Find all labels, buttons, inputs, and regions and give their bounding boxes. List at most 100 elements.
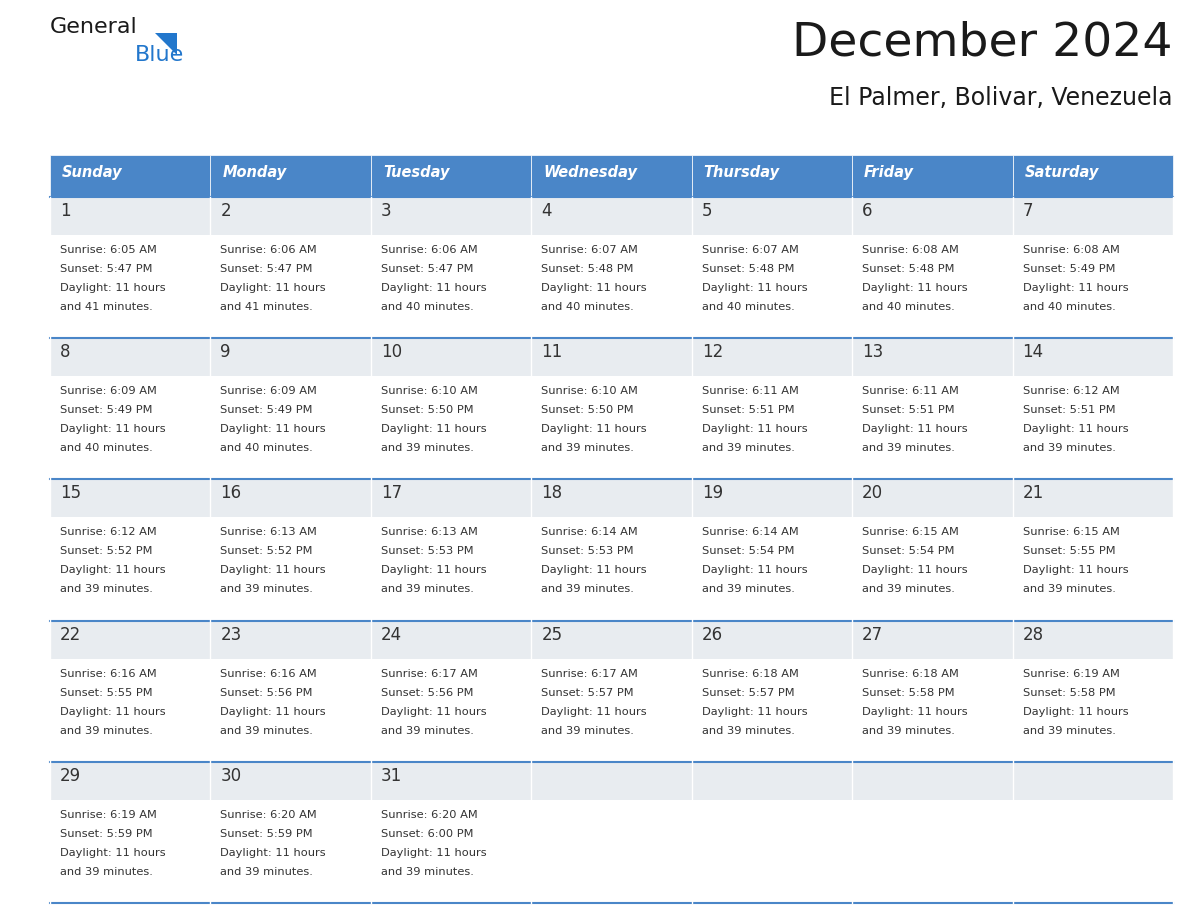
Text: Sunrise: 6:08 AM: Sunrise: 6:08 AM bbox=[1023, 245, 1119, 255]
Bar bbox=[1012, 800, 1173, 903]
Text: Sunset: 5:47 PM: Sunset: 5:47 PM bbox=[61, 264, 152, 274]
Bar bbox=[852, 762, 1012, 800]
Text: Sunset: 5:48 PM: Sunset: 5:48 PM bbox=[702, 264, 795, 274]
Text: Daylight: 11 hours: Daylight: 11 hours bbox=[1023, 424, 1129, 434]
Bar bbox=[1012, 518, 1173, 621]
Text: Wednesday: Wednesday bbox=[543, 164, 637, 180]
Bar bbox=[371, 479, 531, 518]
Bar bbox=[50, 518, 210, 621]
Text: and 40 minutes.: and 40 minutes. bbox=[862, 302, 955, 312]
Text: and 39 minutes.: and 39 minutes. bbox=[862, 585, 955, 594]
Bar bbox=[1012, 621, 1173, 658]
Bar bbox=[691, 155, 852, 197]
Bar bbox=[50, 197, 210, 235]
Bar bbox=[531, 621, 691, 658]
Text: Sunset: 5:49 PM: Sunset: 5:49 PM bbox=[221, 405, 312, 415]
Bar bbox=[691, 800, 852, 903]
Text: and 40 minutes.: and 40 minutes. bbox=[221, 443, 314, 453]
Text: Tuesday: Tuesday bbox=[383, 164, 449, 180]
Text: 5: 5 bbox=[702, 202, 713, 220]
Text: Sunset: 5:57 PM: Sunset: 5:57 PM bbox=[542, 688, 634, 698]
Text: Daylight: 11 hours: Daylight: 11 hours bbox=[862, 283, 968, 293]
Text: Sunset: 5:52 PM: Sunset: 5:52 PM bbox=[61, 546, 152, 556]
Bar bbox=[371, 621, 531, 658]
Bar bbox=[371, 155, 531, 197]
Bar bbox=[210, 197, 371, 235]
Text: and 40 minutes.: and 40 minutes. bbox=[542, 302, 634, 312]
Text: Sunset: 5:56 PM: Sunset: 5:56 PM bbox=[221, 688, 312, 698]
Text: Sunset: 5:51 PM: Sunset: 5:51 PM bbox=[702, 405, 795, 415]
Text: 15: 15 bbox=[61, 485, 81, 502]
Text: Daylight: 11 hours: Daylight: 11 hours bbox=[542, 424, 647, 434]
Text: and 39 minutes.: and 39 minutes. bbox=[221, 585, 314, 594]
Text: and 39 minutes.: and 39 minutes. bbox=[702, 585, 795, 594]
Bar bbox=[691, 197, 852, 235]
Text: Daylight: 11 hours: Daylight: 11 hours bbox=[221, 565, 326, 576]
Bar bbox=[50, 479, 210, 518]
Text: and 39 minutes.: and 39 minutes. bbox=[542, 585, 634, 594]
Text: Sunset: 5:50 PM: Sunset: 5:50 PM bbox=[381, 405, 474, 415]
Text: 10: 10 bbox=[381, 343, 402, 361]
Bar bbox=[852, 658, 1012, 762]
Bar bbox=[50, 621, 210, 658]
Text: 4: 4 bbox=[542, 202, 551, 220]
Text: Sunrise: 6:14 AM: Sunrise: 6:14 AM bbox=[542, 528, 638, 537]
Text: and 39 minutes.: and 39 minutes. bbox=[702, 725, 795, 735]
Bar bbox=[210, 338, 371, 376]
Text: 2: 2 bbox=[221, 202, 230, 220]
Bar bbox=[371, 800, 531, 903]
Text: Daylight: 11 hours: Daylight: 11 hours bbox=[381, 707, 486, 717]
Text: Sunrise: 6:10 AM: Sunrise: 6:10 AM bbox=[542, 386, 638, 397]
Text: Daylight: 11 hours: Daylight: 11 hours bbox=[221, 848, 326, 857]
Text: 21: 21 bbox=[1023, 485, 1044, 502]
Text: December 2024: December 2024 bbox=[792, 20, 1173, 65]
Bar bbox=[691, 762, 852, 800]
Text: and 40 minutes.: and 40 minutes. bbox=[702, 302, 795, 312]
Text: Sunrise: 6:07 AM: Sunrise: 6:07 AM bbox=[542, 245, 638, 255]
Bar bbox=[50, 235, 210, 338]
Text: Sunrise: 6:11 AM: Sunrise: 6:11 AM bbox=[862, 386, 959, 397]
Text: and 39 minutes.: and 39 minutes. bbox=[381, 443, 474, 453]
Bar bbox=[371, 762, 531, 800]
Bar bbox=[531, 479, 691, 518]
Text: and 41 minutes.: and 41 minutes. bbox=[221, 302, 314, 312]
Bar bbox=[691, 518, 852, 621]
Text: Daylight: 11 hours: Daylight: 11 hours bbox=[221, 283, 326, 293]
Bar bbox=[852, 338, 1012, 376]
Text: Sunrise: 6:17 AM: Sunrise: 6:17 AM bbox=[381, 668, 478, 678]
Bar bbox=[691, 338, 852, 376]
Text: 16: 16 bbox=[221, 485, 241, 502]
Text: Sunset: 5:53 PM: Sunset: 5:53 PM bbox=[542, 546, 634, 556]
Text: 30: 30 bbox=[221, 767, 241, 785]
Text: Sunrise: 6:05 AM: Sunrise: 6:05 AM bbox=[61, 245, 157, 255]
Text: Sunrise: 6:17 AM: Sunrise: 6:17 AM bbox=[542, 668, 638, 678]
Text: Sunrise: 6:12 AM: Sunrise: 6:12 AM bbox=[61, 528, 157, 537]
Text: Daylight: 11 hours: Daylight: 11 hours bbox=[702, 424, 808, 434]
Text: 14: 14 bbox=[1023, 343, 1044, 361]
Text: Sunset: 5:49 PM: Sunset: 5:49 PM bbox=[1023, 264, 1116, 274]
Bar bbox=[210, 518, 371, 621]
Text: Sunset: 5:55 PM: Sunset: 5:55 PM bbox=[1023, 546, 1116, 556]
Bar bbox=[1012, 479, 1173, 518]
Bar bbox=[852, 800, 1012, 903]
Text: Sunset: 6:00 PM: Sunset: 6:00 PM bbox=[381, 829, 473, 839]
Text: Sunrise: 6:12 AM: Sunrise: 6:12 AM bbox=[1023, 386, 1119, 397]
Bar bbox=[691, 479, 852, 518]
Text: 3: 3 bbox=[381, 202, 392, 220]
Text: Sunrise: 6:11 AM: Sunrise: 6:11 AM bbox=[702, 386, 798, 397]
Text: and 39 minutes.: and 39 minutes. bbox=[221, 867, 314, 877]
Text: and 39 minutes.: and 39 minutes. bbox=[1023, 585, 1116, 594]
Text: Sunrise: 6:09 AM: Sunrise: 6:09 AM bbox=[61, 386, 157, 397]
Bar bbox=[852, 235, 1012, 338]
Bar bbox=[371, 338, 531, 376]
Text: Sunset: 5:49 PM: Sunset: 5:49 PM bbox=[61, 405, 152, 415]
Text: and 40 minutes.: and 40 minutes. bbox=[1023, 302, 1116, 312]
Bar bbox=[50, 376, 210, 479]
Text: Daylight: 11 hours: Daylight: 11 hours bbox=[702, 283, 808, 293]
Bar bbox=[852, 621, 1012, 658]
Bar bbox=[691, 658, 852, 762]
Bar bbox=[531, 658, 691, 762]
Text: Sunset: 5:58 PM: Sunset: 5:58 PM bbox=[862, 688, 955, 698]
Bar bbox=[50, 658, 210, 762]
Bar bbox=[371, 518, 531, 621]
